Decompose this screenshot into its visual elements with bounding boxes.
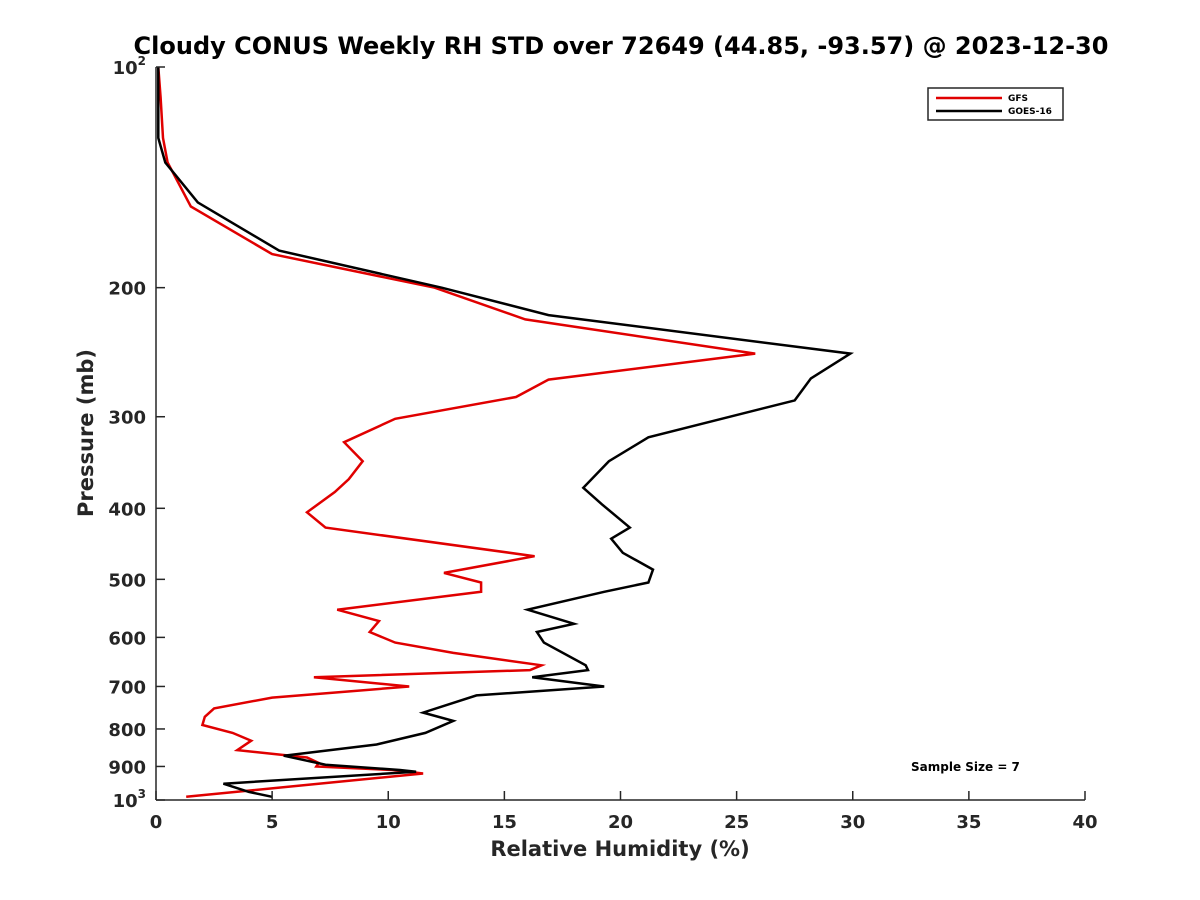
y-axis-ticks: 102 200 300 400 500 600 700 800 900 103 xyxy=(108,54,165,812)
x-tick-label: 25 xyxy=(724,812,749,833)
x-tick-label: 30 xyxy=(840,812,865,833)
y-tick-label: 103 xyxy=(113,787,146,812)
x-tick-label: 35 xyxy=(956,812,981,833)
y-tick-label: 600 xyxy=(108,628,146,649)
y-tick-label: 200 xyxy=(108,279,146,300)
legend: GFS GOES-16 xyxy=(927,87,1064,121)
y-tick-label: 800 xyxy=(108,720,146,741)
plot-area xyxy=(156,67,1085,800)
series-layer xyxy=(157,66,855,799)
chart-title: Cloudy CONUS Weekly RH STD over 72649 (4… xyxy=(134,32,1109,60)
y-tick-label: 500 xyxy=(108,570,146,591)
x-tick-label: 20 xyxy=(608,812,633,833)
series-line-gfs xyxy=(157,66,756,799)
legend-box xyxy=(927,87,1064,121)
legend-label-goes16: GOES-16 xyxy=(1008,107,1052,117)
y-axis-label: Pressure (mb) xyxy=(74,349,98,517)
y-tick-label: 300 xyxy=(108,408,146,429)
x-tick-label: 10 xyxy=(376,812,401,833)
sample-size-annotation: Sample Size = 7 xyxy=(911,760,1020,774)
x-tick-label: 0 xyxy=(150,812,163,833)
y-tick-label: 700 xyxy=(108,677,146,698)
series-line-goes16 xyxy=(157,67,855,799)
x-tick-label: 5 xyxy=(266,812,279,833)
y-tick-label: 102 xyxy=(113,54,146,79)
legend-label-gfs: GFS xyxy=(1008,94,1028,104)
x-tick-label: 40 xyxy=(1072,812,1097,833)
y-tick-label: 400 xyxy=(108,499,146,520)
x-tick-label: 15 xyxy=(492,812,517,833)
x-axis-ticks: 0 5 10 15 20 25 30 35 40 xyxy=(150,791,1098,833)
y-tick-label: 900 xyxy=(108,757,146,778)
x-axis-label: Relative Humidity (%) xyxy=(490,837,749,861)
